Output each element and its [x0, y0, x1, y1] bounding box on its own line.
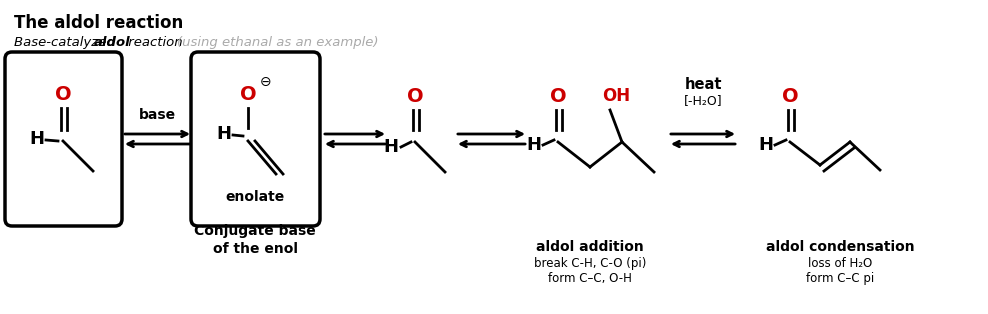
Text: Conjugate base: Conjugate base	[194, 224, 316, 238]
Text: of the enol: of the enol	[212, 242, 297, 256]
Text: O: O	[407, 86, 423, 106]
Text: base: base	[138, 108, 176, 122]
Text: heat: heat	[685, 77, 722, 92]
Text: ⊖: ⊖	[260, 75, 272, 89]
Text: enolate: enolate	[225, 190, 285, 204]
Text: H: H	[30, 130, 44, 148]
Text: form C–C, O-H: form C–C, O-H	[548, 272, 632, 285]
Text: reaction: reaction	[124, 36, 187, 49]
Text: H: H	[383, 138, 398, 156]
Text: H: H	[216, 125, 231, 143]
Text: O: O	[549, 86, 566, 106]
Text: O: O	[240, 84, 256, 104]
Text: Base-catalyzed: Base-catalyzed	[14, 36, 119, 49]
Text: H: H	[527, 136, 541, 154]
Text: (using ethanal as an example): (using ethanal as an example)	[177, 36, 378, 49]
Text: O: O	[54, 84, 71, 104]
Text: OH: OH	[602, 87, 630, 105]
Text: form C–C pi: form C–C pi	[806, 272, 874, 285]
Text: The aldol reaction: The aldol reaction	[14, 14, 183, 32]
Text: loss of H₂O: loss of H₂O	[808, 257, 872, 270]
Text: aldol addition: aldol addition	[536, 240, 644, 254]
Text: aldol condensation: aldol condensation	[766, 240, 914, 254]
Text: break C-H, C-O (pi): break C-H, C-O (pi)	[534, 257, 646, 270]
Text: H: H	[759, 136, 774, 154]
FancyBboxPatch shape	[5, 52, 122, 226]
Text: [-H₂O]: [-H₂O]	[684, 94, 722, 107]
Text: aldol: aldol	[94, 36, 130, 49]
Text: O: O	[782, 86, 798, 106]
FancyBboxPatch shape	[191, 52, 320, 226]
